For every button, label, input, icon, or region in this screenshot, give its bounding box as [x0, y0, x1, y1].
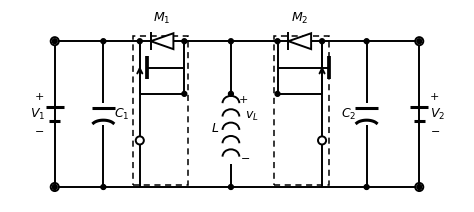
Circle shape	[417, 39, 422, 44]
Circle shape	[417, 185, 422, 190]
Text: $L$: $L$	[211, 122, 219, 135]
Circle shape	[228, 91, 233, 96]
Text: $C_2$: $C_2$	[341, 107, 356, 122]
Circle shape	[319, 39, 325, 44]
Circle shape	[52, 185, 57, 190]
Text: $V_2$: $V_2$	[429, 107, 445, 122]
Text: $C_1$: $C_1$	[114, 107, 129, 122]
Circle shape	[275, 91, 280, 96]
Text: $-$: $-$	[429, 125, 440, 135]
Circle shape	[318, 136, 326, 144]
Text: +: +	[430, 92, 439, 102]
Circle shape	[182, 91, 187, 96]
Text: $V_1$: $V_1$	[30, 107, 46, 122]
Text: +: +	[35, 92, 44, 102]
Text: $v_L$: $v_L$	[245, 110, 259, 123]
Text: +: +	[239, 95, 248, 105]
Text: $M_2$: $M_2$	[291, 11, 309, 26]
Circle shape	[228, 39, 233, 44]
Circle shape	[228, 185, 233, 190]
Circle shape	[415, 183, 423, 191]
Text: $-$: $-$	[240, 152, 250, 162]
Circle shape	[364, 185, 369, 190]
Circle shape	[415, 37, 423, 45]
Circle shape	[136, 136, 144, 144]
Polygon shape	[289, 33, 311, 49]
Circle shape	[51, 37, 59, 45]
Circle shape	[364, 39, 369, 44]
Bar	[133, 36, 188, 185]
Circle shape	[101, 39, 106, 44]
Circle shape	[101, 185, 106, 190]
Circle shape	[51, 183, 59, 191]
Circle shape	[137, 39, 142, 44]
Circle shape	[52, 39, 57, 44]
Polygon shape	[151, 33, 173, 49]
Circle shape	[275, 39, 280, 44]
Text: $-$: $-$	[34, 125, 45, 135]
Circle shape	[182, 39, 187, 44]
Bar	[274, 36, 329, 185]
Text: $M_1$: $M_1$	[153, 11, 171, 26]
